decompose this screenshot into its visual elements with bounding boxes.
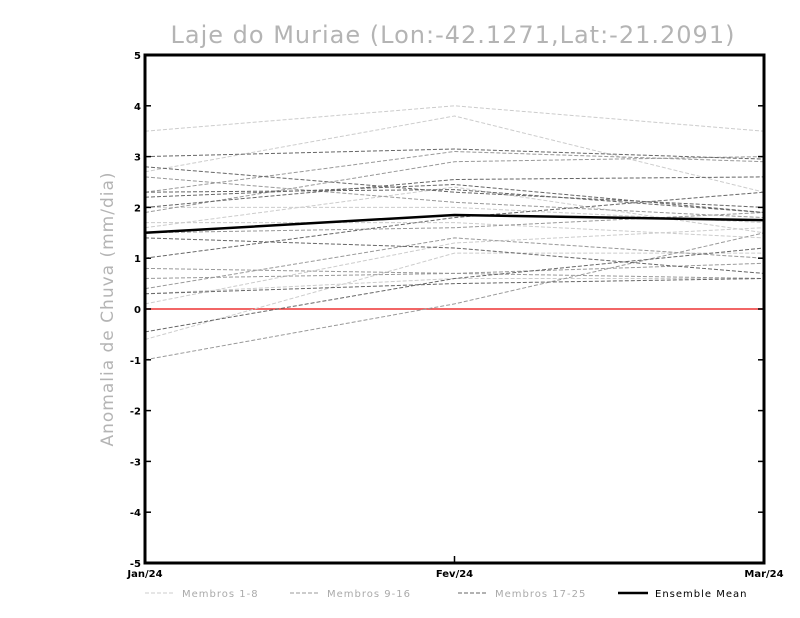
legend-label-3: Membros 17-25	[495, 589, 586, 600]
y-tick-label: 3	[134, 153, 141, 164]
y-tick-label: -3	[130, 457, 141, 468]
member-line-m17	[144, 148, 765, 160]
ensemble-mean-line	[144, 213, 765, 235]
y-axis-label: Anomalia de Chuva (mm/dia)	[98, 171, 118, 446]
legend-label-1: Membros 1-8	[182, 589, 259, 600]
legend-label-2: Membros 9-16	[327, 589, 411, 600]
member-line-m23	[144, 237, 765, 274]
member-line-m4	[144, 252, 764, 340]
member-line-m8	[144, 186, 765, 234]
legend-label-4: Ensemble Mean	[655, 589, 747, 600]
x-tick-label: Jan/24	[126, 569, 162, 580]
member-line-m5	[144, 278, 764, 295]
member-line-m9	[144, 232, 765, 361]
member-line-m12	[144, 237, 765, 290]
member-line-m22	[144, 166, 765, 208]
y-tick-label: -1	[130, 356, 141, 367]
y-tick-label: -5	[130, 559, 141, 570]
y-tick-label: -2	[130, 407, 141, 418]
member-line-m10	[144, 262, 765, 274]
member-line-m25	[144, 189, 765, 213]
y-tick-label: -4	[130, 508, 141, 519]
member-line-m2	[144, 115, 765, 193]
member-line-m13	[144, 176, 765, 219]
member-line-m18	[144, 183, 765, 213]
member-line-m16	[144, 272, 765, 279]
y-tick-label: 0	[134, 305, 141, 316]
member-line-m21	[144, 176, 765, 208]
chart-title: Laje do Muriae (Lon:-42.1271,Lat:-21.209…	[171, 21, 736, 49]
member-line-m19	[144, 191, 765, 259]
member-line-m3	[144, 227, 765, 305]
member-line-m11	[144, 150, 765, 193]
y-tick-label: 4	[134, 102, 141, 113]
x-axis: Jan/24 Fev/24 Mar/24	[126, 556, 784, 580]
y-tick-label: 2	[134, 203, 141, 214]
x-tick-label: Mar/24	[744, 569, 783, 580]
member-line-m15	[144, 156, 765, 213]
member-line-m24	[144, 278, 765, 295]
member-line-m20	[144, 247, 765, 333]
series-layer	[144, 105, 765, 361]
legend: Membros 1-8 Membros 9-16 Membros 17-25 Ense…	[145, 589, 747, 600]
member-line-m1	[144, 105, 765, 132]
x-tick-label: Fev/24	[436, 569, 473, 580]
y-axis: -5 -4 -3 -2 -1 0 1 2 3 4 5	[130, 51, 764, 570]
y-tick-label: 5	[134, 51, 141, 62]
y-tick-label: 1	[134, 254, 141, 265]
member-line-m6	[145, 222, 765, 239]
